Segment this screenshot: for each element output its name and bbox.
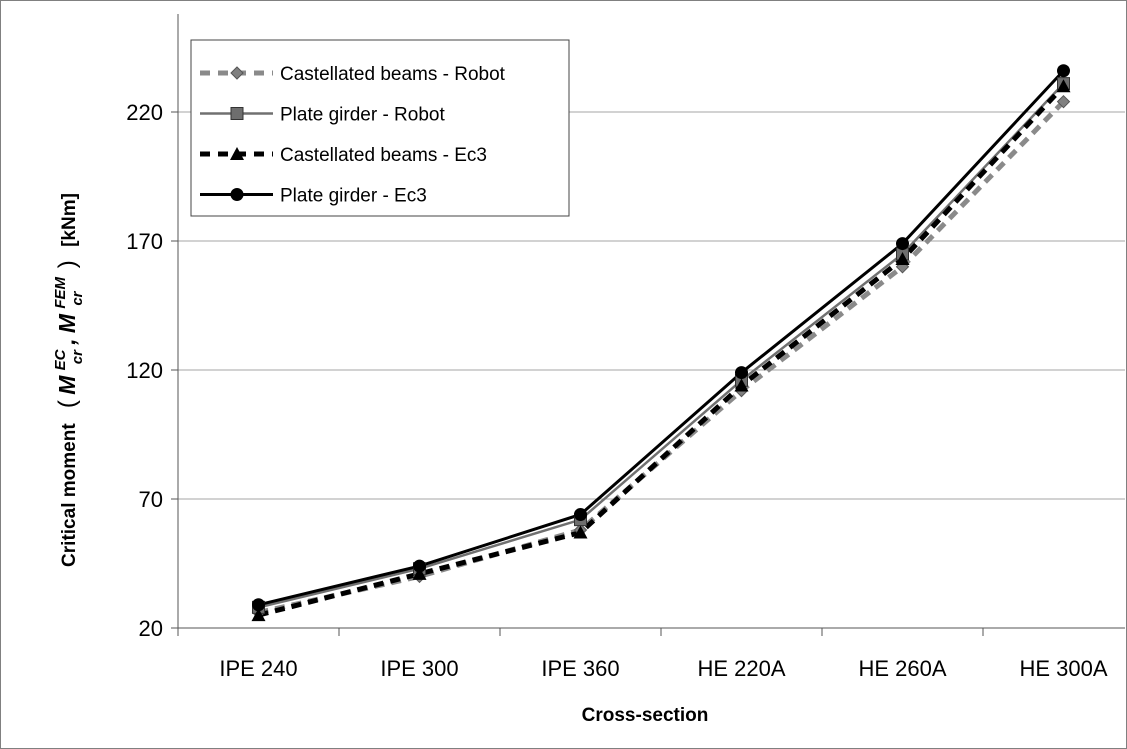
y-axis-sub-2: cr	[69, 290, 86, 305]
y-tick-label: 20	[139, 616, 163, 641]
x-tick-label: IPE 360	[541, 656, 619, 681]
legend-marker-1	[230, 66, 244, 80]
legend: Castellated beams - Robot Plate girder - …	[190, 39, 570, 217]
y-axis-unit: [kNm]	[59, 193, 80, 247]
series-markers	[251, 64, 1071, 622]
y-tick-label: 70	[139, 487, 163, 512]
x-tick-label: HE 260A	[858, 656, 946, 681]
legend-marker-3	[230, 147, 244, 160]
y-axis-sup-1: EC	[52, 348, 69, 370]
data-point-series-4	[413, 559, 426, 573]
y-tick-label: 170	[126, 229, 163, 254]
x-axis-title: Cross-section	[582, 705, 709, 726]
data-point-series-4	[574, 507, 587, 521]
series-line-4	[258, 69, 1065, 607]
y-axis-symbol-1: M	[54, 375, 80, 395]
data-point-series-4	[252, 598, 265, 612]
data-point-series-3	[573, 525, 588, 539]
series-line-2	[258, 82, 1065, 609]
y-tick-label: 120	[126, 358, 163, 383]
data-point-series-3	[1056, 79, 1071, 93]
data-point-series-3	[412, 566, 427, 580]
legend-marker-4	[230, 188, 244, 201]
legend-label-1: Castellated beams - Robot	[280, 64, 506, 85]
y-tick-label: 220	[126, 100, 163, 125]
legend-label-4: Plate girder - Ec3	[280, 186, 427, 207]
legend-label-2: Plate girder - Robot	[280, 105, 445, 126]
data-point-series-4	[1057, 64, 1070, 78]
x-tick-label: HE 220A	[697, 656, 785, 681]
series-line-3	[257, 84, 1066, 618]
x-tick-label: IPE 300	[380, 656, 458, 681]
y-axis-title: Critical moment ( M EC cr , M FEM cr ) […	[49, 193, 87, 567]
data-point-series-1	[1056, 94, 1071, 109]
series-lines	[257, 69, 1066, 618]
x-tick-label: HE 300A	[1019, 656, 1107, 681]
data-point-series-3	[251, 608, 266, 622]
data-point-series-3	[734, 378, 749, 392]
y-axis-symbol-2: M	[54, 313, 80, 333]
y-axis-sup-2: FEM	[52, 276, 69, 308]
y-axis-title-prefix: Critical moment	[59, 423, 80, 567]
legend-marker-2	[230, 107, 244, 120]
legend-label-3: Castellated beams - Ec3	[280, 145, 487, 166]
data-point-series-3	[895, 252, 910, 266]
y-axis-sub-1: cr	[69, 349, 86, 364]
gridlines	[178, 111, 1125, 500]
data-point-series-4	[735, 366, 748, 380]
legend-box	[190, 39, 570, 217]
data-point-series-4	[896, 237, 909, 251]
axes: 20 70 120 170 220 IPE 240 IPE 300 IPE 360 HE 220…	[126, 14, 1125, 681]
x-tick-label: IPE 240	[219, 656, 297, 681]
